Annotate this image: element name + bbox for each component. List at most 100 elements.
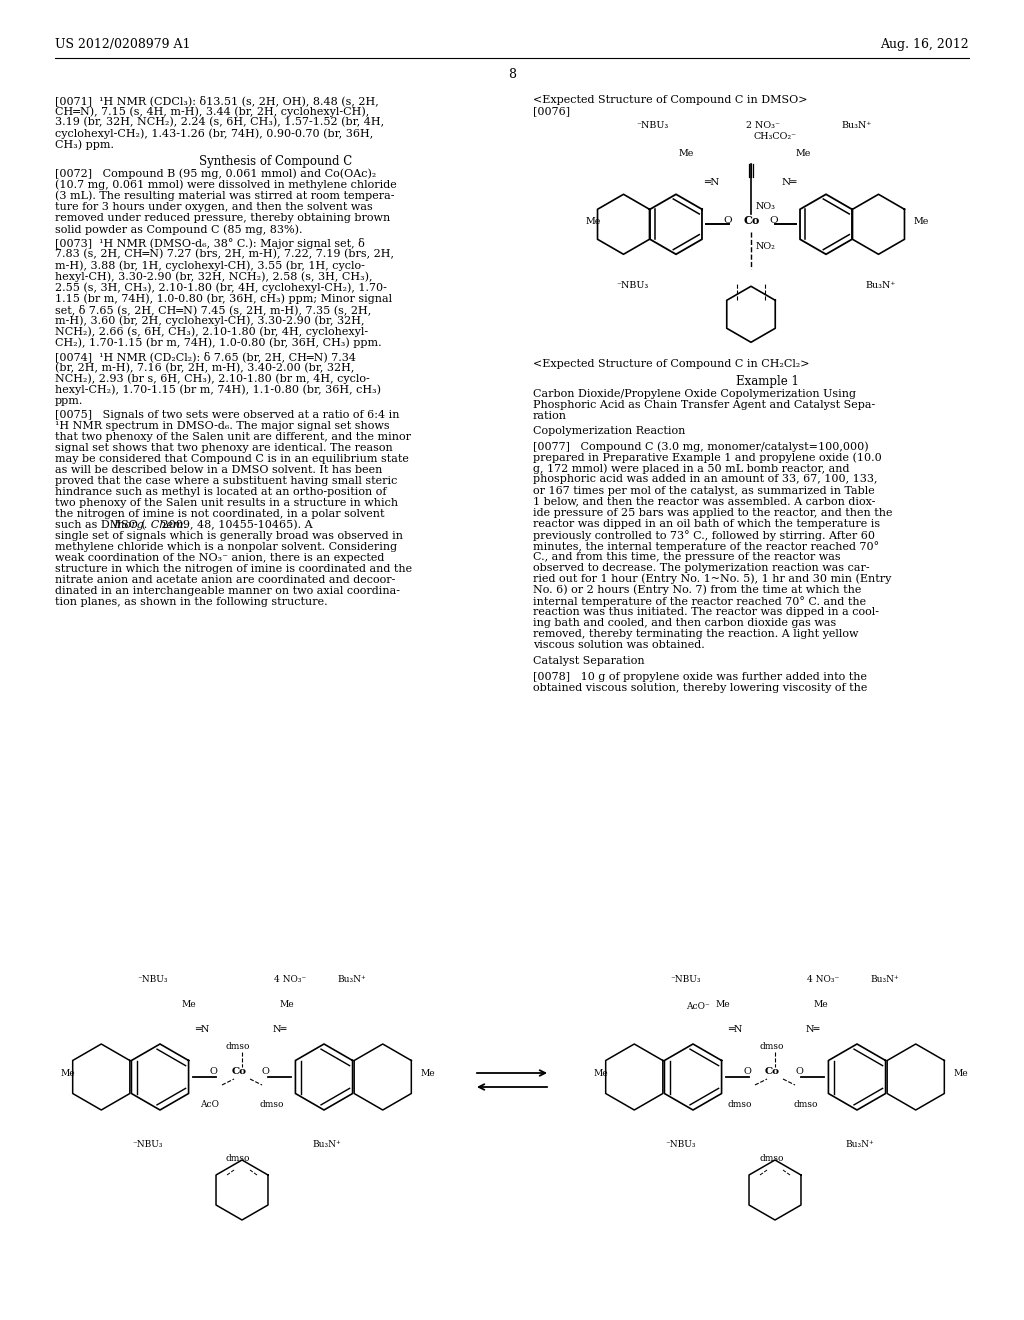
Text: Synthesis of Compound C: Synthesis of Compound C [200,156,352,168]
Text: [0071]  ¹H NMR (CDCl₃): δ13.51 (s, 2H, OH), 8.48 (s, 2H,: [0071] ¹H NMR (CDCl₃): δ13.51 (s, 2H, OH… [55,95,379,106]
Text: g, 172 mmol) were placed in a 50 mL bomb reactor, and: g, 172 mmol) were placed in a 50 mL bomb… [534,463,850,474]
Text: Co: Co [743,215,760,226]
Text: nitrate anion and acetate anion are coordinated and decoor-: nitrate anion and acetate anion are coor… [55,576,395,585]
Text: dmso: dmso [759,1154,783,1163]
Text: removed, thereby terminating the reaction. A light yellow: removed, thereby terminating the reactio… [534,630,858,639]
Text: N═: N═ [806,1026,820,1035]
Text: dmso: dmso [260,1100,285,1109]
Text: hexyl-CH₂), 1.70-1.15 (br m, 74H), 1.1-0.80 (br, 36H, cH₃): hexyl-CH₂), 1.70-1.15 (br m, 74H), 1.1-0… [55,384,381,395]
Text: Catalyst Separation: Catalyst Separation [534,656,645,667]
Text: 2009, 48, 10455-10465). A: 2009, 48, 10455-10465). A [158,520,312,531]
Text: 7.83 (s, 2H, CH═N) 7.27 (brs, 2H, m-H), 7.22, 7.19 (brs, 2H,: 7.83 (s, 2H, CH═N) 7.27 (brs, 2H, m-H), … [55,249,394,260]
Text: CH₂), 1.70-1.15 (br m, 74H), 1.0-0.80 (br, 36H, CH₃) ppm.: CH₂), 1.70-1.15 (br m, 74H), 1.0-0.80 (b… [55,338,382,348]
Text: Me: Me [953,1069,969,1078]
Text: structure in which the nitrogen of imine is coordinated and the: structure in which the nitrogen of imine… [55,564,412,574]
Text: CH₃CO₂⁻: CH₃CO₂⁻ [753,132,796,141]
Text: O: O [262,1068,270,1077]
Text: [0077]   Compound C (3.0 mg, monomer/catalyst=100,000): [0077] Compound C (3.0 mg, monomer/catal… [534,441,868,451]
Text: dmso: dmso [759,1041,783,1051]
Text: minutes, the internal temperature of the reactor reached 70°: minutes, the internal temperature of the… [534,541,880,552]
Text: Co: Co [232,1068,247,1077]
Text: N═: N═ [782,178,798,187]
Text: obtained viscous solution, thereby lowering viscosity of the: obtained viscous solution, thereby lower… [534,682,867,693]
Text: Bu₃N⁺: Bu₃N⁺ [866,281,896,290]
Text: O: O [743,1068,751,1077]
Text: ration: ration [534,411,567,421]
Text: or 167 times per mol of the catalyst, as summarized in Table: or 167 times per mol of the catalyst, as… [534,486,874,495]
Text: AcO: AcO [200,1100,219,1109]
Text: Bu₃N⁺: Bu₃N⁺ [870,975,899,983]
Text: observed to decrease. The polymerization reaction was car-: observed to decrease. The polymerization… [534,562,869,573]
Text: signal set shows that two phenoxy are identical. The reason: signal set shows that two phenoxy are id… [55,442,393,453]
Text: solid powder as Compound C (85 mg, 83%).: solid powder as Compound C (85 mg, 83%). [55,224,302,235]
Text: single set of signals which is generally broad was observed in: single set of signals which is generally… [55,531,403,541]
Text: Copolymerization Reaction: Copolymerization Reaction [534,426,685,436]
Text: [0075]   Signals of two sets were observed at a ratio of 6:4 in: [0075] Signals of two sets were observed… [55,409,399,420]
Text: CH₃) ppm.: CH₃) ppm. [55,139,114,149]
Text: [0074]  ¹H NMR (CD₂Cl₂): δ 7.65 (br, 2H, CH═N) 7.34: [0074] ¹H NMR (CD₂Cl₂): δ 7.65 (br, 2H, … [55,351,356,362]
Text: Me: Me [60,1069,75,1078]
Text: ¹H NMR spectrum in DMSO-d₆. The major signal set shows: ¹H NMR spectrum in DMSO-d₆. The major si… [55,421,389,430]
Text: Me: Me [280,1001,295,1008]
Text: two phenoxy of the Salen unit results in a structure in which: two phenoxy of the Salen unit results in… [55,498,398,508]
Text: may be considered that Compound C is in an equilibrium state: may be considered that Compound C is in … [55,454,409,463]
Text: (br, 2H, m-H), 7.16 (br, 2H, m-H), 3.40-2.00 (br, 32H,: (br, 2H, m-H), 7.16 (br, 2H, m-H), 3.40-… [55,363,354,372]
Text: hindrance such as methyl is located at an ortho-position of: hindrance such as methyl is located at a… [55,487,386,496]
Text: Me: Me [586,216,601,226]
Text: ⁻NBU₃: ⁻NBU₃ [137,975,168,983]
Text: Me: Me [796,149,811,158]
Text: CH═N), 7.15 (s, 4H, m-H), 3.44 (br, 2H, cyclohexyl-CH),: CH═N), 7.15 (s, 4H, m-H), 3.44 (br, 2H, … [55,106,370,116]
Text: Me: Me [421,1069,435,1078]
Text: ═N: ═N [705,178,720,187]
Text: Me: Me [715,1001,730,1008]
Text: internal temperature of the reactor reached 70° C. and the: internal temperature of the reactor reac… [534,595,866,607]
Text: ⁻NBU₃: ⁻NBU₃ [132,1140,163,1148]
Text: ried out for 1 hour (Entry No. 1~No. 5), 1 hr and 30 min (Entry: ried out for 1 hour (Entry No. 1~No. 5),… [534,574,891,585]
Text: Me: Me [913,216,929,226]
Text: [0073]  ¹H NMR (DMSO-d₆, 38° C.): Major signal set, δ: [0073] ¹H NMR (DMSO-d₆, 38° C.): Major s… [55,238,365,249]
Text: Me: Me [182,1001,197,1008]
Text: O: O [769,215,777,224]
Text: prepared in Preparative Example 1 and propylene oxide (10.0: prepared in Preparative Example 1 and pr… [534,453,882,463]
Text: ⁻NBU₃: ⁻NBU₃ [665,1140,695,1148]
Text: weak coordination of the NO₃⁻ anion, there is an expected: weak coordination of the NO₃⁻ anion, the… [55,553,384,564]
Text: Phosphoric Acid as Chain Transfer Agent and Catalyst Sepa-: Phosphoric Acid as Chain Transfer Agent … [534,400,876,409]
Text: Bu₃N⁺: Bu₃N⁺ [337,975,366,983]
Text: 4 NO₃⁻: 4 NO₃⁻ [274,975,306,983]
Text: Carbon Dioxide/Propylene Oxide Copolymerization Using: Carbon Dioxide/Propylene Oxide Copolymer… [534,389,856,399]
Text: Me: Me [593,1069,608,1078]
Text: 1 below, and then the reactor was assembled. A carbon diox-: 1 below, and then the reactor was assemb… [534,496,876,507]
Text: Co: Co [765,1068,780,1077]
Text: cyclohexyl-CH₂), 1.43-1.26 (br, 74H), 0.90-0.70 (br, 36H,: cyclohexyl-CH₂), 1.43-1.26 (br, 74H), 0.… [55,128,374,139]
Text: ═N: ═N [728,1026,742,1035]
Text: NO₃: NO₃ [756,202,776,211]
Text: NCH₂), 2.93 (br s, 6H, CH₃), 2.10-1.80 (br m, 4H, cyclo-: NCH₂), 2.93 (br s, 6H, CH₃), 2.10-1.80 (… [55,374,370,384]
Text: set, δ 7.65 (s, 2H, CH═N) 7.45 (s, 2H, m-H), 7.35 (s, 2H,: set, δ 7.65 (s, 2H, CH═N) 7.45 (s, 2H, m… [55,305,372,315]
Text: (3 mL). The resulting material was stirred at room tempera-: (3 mL). The resulting material was stirr… [55,191,394,202]
Text: such as DMSO (: such as DMSO ( [55,520,145,531]
Text: N═: N═ [273,1026,288,1035]
Text: ⁻NBU₃: ⁻NBU₃ [670,975,700,983]
Text: ═N: ═N [195,1026,209,1035]
Text: Aug. 16, 2012: Aug. 16, 2012 [881,38,969,51]
Text: reaction was thus initiated. The reactor was dipped in a cool-: reaction was thus initiated. The reactor… [534,607,879,616]
Text: dmso: dmso [727,1100,752,1109]
Text: 1.15 (br m, 74H), 1.0-0.80 (br, 36H, cH₃) ppm; Minor signal: 1.15 (br m, 74H), 1.0-0.80 (br, 36H, cH₃… [55,293,392,304]
Text: dinated in an interchangeable manner on two axial coordina-: dinated in an interchangeable manner on … [55,586,400,597]
Text: phosphoric acid was added in an amount of 33, 67, 100, 133,: phosphoric acid was added in an amount o… [534,474,878,484]
Text: No. 6) or 2 hours (Entry No. 7) from the time at which the: No. 6) or 2 hours (Entry No. 7) from the… [534,585,861,595]
Text: ing bath and cooled, and then carbon dioxide gas was: ing bath and cooled, and then carbon dio… [534,618,837,628]
Text: Bu₃N⁺: Bu₃N⁺ [841,121,871,131]
Text: reactor was dipped in an oil bath of which the temperature is: reactor was dipped in an oil bath of whi… [534,519,880,528]
Text: ⁻NBU₃: ⁻NBU₃ [616,281,648,290]
Text: dmso: dmso [226,1041,251,1051]
Text: Example 1: Example 1 [735,375,799,388]
Text: <Expected Structure of Compound C in CH₂Cl₂>: <Expected Structure of Compound C in CH₂… [534,359,810,370]
Text: O: O [795,1068,803,1077]
Text: hexyl-CH), 3.30-2.90 (br, 32H, NCH₂), 2.58 (s, 3H, CH₃),: hexyl-CH), 3.30-2.90 (br, 32H, NCH₂), 2.… [55,271,373,281]
Text: Inorg. Chem.: Inorg. Chem. [113,520,186,531]
Text: O: O [723,215,731,224]
Text: as will be described below in a DMSO solvent. It has been: as will be described below in a DMSO sol… [55,465,382,475]
Text: NCH₂), 2.66 (s, 6H, CH₃), 2.10-1.80 (br, 4H, cyclohexyl-: NCH₂), 2.66 (s, 6H, CH₃), 2.10-1.80 (br,… [55,326,368,337]
Text: NO₂: NO₂ [756,242,776,251]
